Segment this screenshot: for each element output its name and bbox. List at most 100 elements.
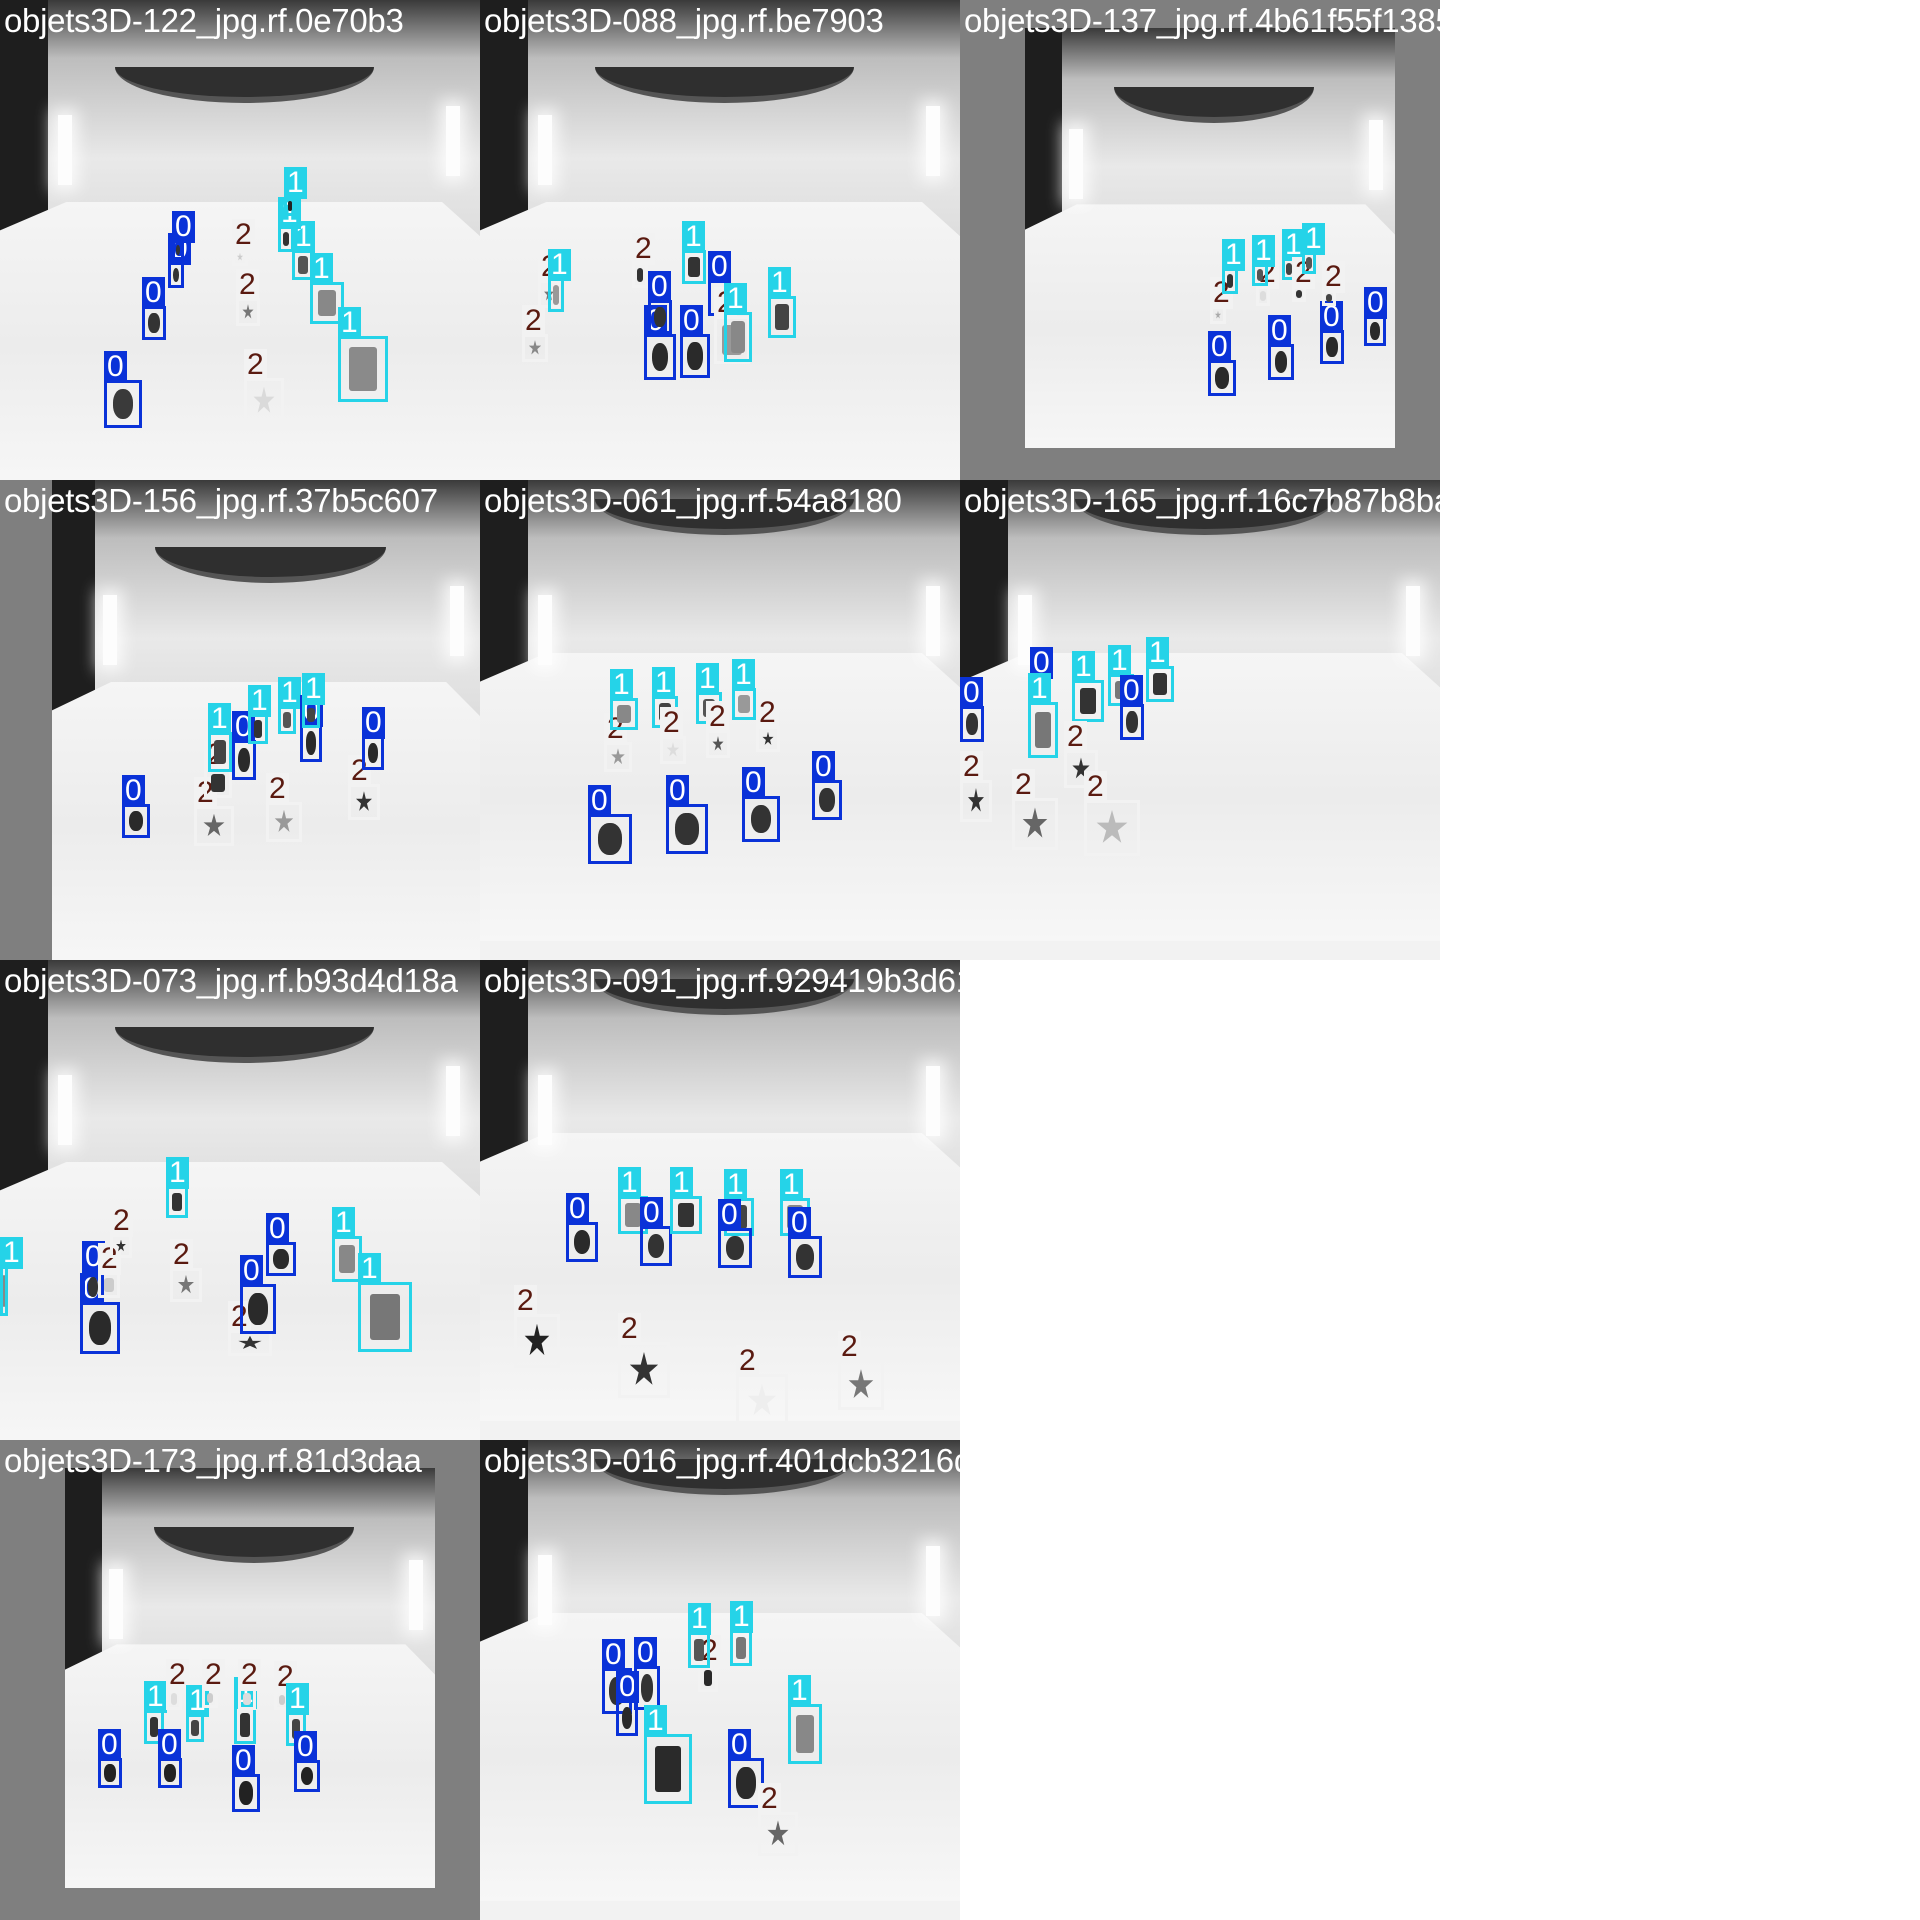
cube-object bbox=[738, 694, 750, 714]
image-filename: objets3D-173_jpg.rf.81d3daa bbox=[4, 1442, 422, 1479]
bounding-box: 0 bbox=[728, 1729, 764, 1808]
bounding-box: 0 bbox=[718, 1199, 752, 1268]
star-object bbox=[762, 731, 774, 745]
bounding-box: 0 bbox=[648, 271, 672, 334]
class-label: 1 bbox=[670, 1167, 693, 1199]
table-surface bbox=[480, 201, 960, 480]
bounding-box: 0 bbox=[172, 211, 195, 260]
class-label: 1 bbox=[144, 1681, 167, 1713]
bounding-box: 2 bbox=[660, 707, 686, 764]
bounding-box: 2 bbox=[166, 1659, 189, 1710]
bounding-box: 1 bbox=[186, 1685, 209, 1742]
bounding-box: 2 bbox=[194, 777, 234, 846]
cylinder-object bbox=[966, 713, 978, 735]
class-label: 0 bbox=[1120, 675, 1143, 707]
class-label: 2 bbox=[1084, 771, 1107, 803]
cube-object bbox=[688, 256, 700, 278]
cube-object bbox=[1256, 269, 1264, 281]
light-right bbox=[1369, 120, 1384, 191]
light-left bbox=[1069, 128, 1084, 199]
bounding-box: 2 bbox=[838, 1331, 884, 1410]
cylinder-object bbox=[89, 1311, 111, 1345]
bounding-box: 1 bbox=[358, 1253, 412, 1352]
star-object bbox=[666, 742, 680, 757]
class-label: 0 bbox=[634, 1637, 657, 1669]
image-filename: objets3D-016_jpg.rf.401dcb3216db067e572e bbox=[484, 1442, 960, 1479]
cube-object bbox=[552, 284, 560, 306]
bounding-box: 2 bbox=[110, 1205, 133, 1258]
bounding-box: 1 bbox=[278, 197, 301, 252]
class-label: 0 bbox=[708, 251, 731, 283]
class-label: 0 bbox=[240, 1255, 263, 1287]
bounding-box: 1 bbox=[332, 1207, 362, 1282]
cylinder-object bbox=[305, 731, 317, 755]
camera-image bbox=[480, 1440, 960, 1920]
cylinder-object bbox=[640, 1674, 654, 1702]
class-label: 2 bbox=[514, 1285, 537, 1317]
cube-object bbox=[1226, 273, 1234, 289]
bounding-box: 0 bbox=[104, 351, 142, 428]
class-label: 1 bbox=[208, 703, 231, 735]
star-object bbox=[767, 1820, 789, 1846]
cube-object bbox=[291, 1718, 301, 1740]
cube-object bbox=[243, 1693, 251, 1705]
bounding-box: 0 bbox=[788, 1207, 822, 1278]
class-label: 0 bbox=[728, 1729, 751, 1761]
class-label: 2 bbox=[618, 1313, 641, 1345]
cube-object bbox=[103, 1277, 115, 1293]
star-object bbox=[1214, 310, 1222, 319]
bounding-box: 2 bbox=[960, 751, 992, 822]
cube-object bbox=[1306, 257, 1312, 269]
class-label: 1 bbox=[1282, 229, 1305, 261]
image-tile: 221200100211objets3D-088_jpg.rf.be7903 bbox=[480, 0, 960, 480]
star-object bbox=[528, 340, 542, 355]
bounding-box: 2 bbox=[758, 1783, 798, 1856]
class-label: 0 bbox=[1364, 287, 1387, 319]
bounding-box: 0 bbox=[158, 1729, 182, 1788]
bounding-box: 1 bbox=[1146, 637, 1174, 702]
cube-object bbox=[288, 200, 292, 212]
bounding-box: 0 bbox=[588, 785, 632, 864]
bounding-box: 2 bbox=[1292, 257, 1315, 302]
class-label: 1 bbox=[1028, 673, 1051, 705]
light-right bbox=[409, 1560, 424, 1631]
light-left bbox=[537, 115, 552, 186]
class-label: 1 bbox=[724, 283, 747, 315]
cube-object bbox=[693, 1639, 705, 1661]
class-label: 2 bbox=[838, 1331, 861, 1363]
image-filename: objets3D-156_jpg.rf.37b5c607 bbox=[4, 482, 438, 519]
cylinder-object bbox=[1326, 336, 1338, 358]
class-label: 2 bbox=[238, 1659, 261, 1691]
class-label: 2 bbox=[736, 1345, 759, 1377]
star-object bbox=[253, 386, 275, 413]
cylinder-object bbox=[164, 1764, 176, 1782]
class-label: 2 bbox=[232, 219, 255, 251]
cube-object bbox=[735, 1637, 747, 1659]
bounding-box: 0 bbox=[122, 775, 150, 838]
star-object bbox=[236, 252, 244, 261]
bounding-box: 2 bbox=[706, 701, 730, 758]
bounding-box: 2 bbox=[1012, 769, 1058, 850]
class-label: 0 bbox=[602, 1639, 625, 1671]
cube-object bbox=[1296, 290, 1302, 298]
bounding-box: 1 bbox=[732, 659, 756, 720]
star-object bbox=[968, 788, 984, 812]
cylinder-object bbox=[248, 1293, 268, 1325]
bounding-box: 2 bbox=[170, 1239, 202, 1302]
light-left bbox=[537, 1555, 552, 1626]
bounding-box: 1 bbox=[688, 1603, 711, 1668]
class-label: 1 bbox=[788, 1675, 811, 1707]
light-right bbox=[450, 585, 465, 656]
cylinder-object bbox=[573, 1229, 591, 1255]
cube-object bbox=[703, 1670, 713, 1686]
image-tile: 2 0 1 0 1 2 1 0 2 1 0 2 objets3D-091_jpg.rf.929419b3… bbox=[480, 960, 960, 1440]
cube-object bbox=[1260, 290, 1266, 302]
bounding-box: 1 bbox=[0, 1237, 23, 1316]
cylinder-object bbox=[87, 1276, 99, 1298]
class-label: 0 bbox=[1208, 331, 1231, 363]
class-label: 1 bbox=[1302, 223, 1325, 255]
star-object bbox=[178, 1274, 194, 1294]
table-surface bbox=[480, 1132, 960, 1421]
class-label: 0 bbox=[104, 351, 127, 383]
